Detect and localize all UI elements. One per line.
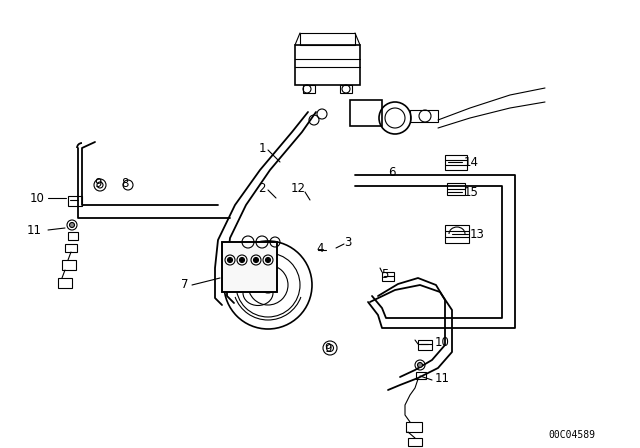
Text: 00C04589: 00C04589 (548, 430, 595, 440)
Bar (222, 242, 277, 292)
Bar (445, 155, 467, 170)
Bar (222, 242, 277, 292)
Bar (68, 196, 82, 206)
Text: 12: 12 (291, 181, 305, 194)
Bar (408, 438, 422, 446)
Circle shape (70, 223, 74, 228)
Text: 10: 10 (435, 336, 450, 349)
Circle shape (266, 258, 271, 263)
Text: 9: 9 (94, 177, 102, 190)
Text: 11: 11 (435, 371, 450, 384)
Circle shape (253, 258, 259, 263)
Text: 13: 13 (470, 228, 485, 241)
Bar (295, 45, 360, 85)
Bar (300, 33, 355, 45)
Text: 7: 7 (181, 279, 189, 292)
Circle shape (239, 258, 244, 263)
Text: 11: 11 (27, 224, 42, 237)
Text: 5: 5 (381, 268, 388, 281)
Text: 10: 10 (30, 191, 45, 204)
Circle shape (417, 362, 422, 367)
Bar (382, 272, 394, 281)
Text: 9: 9 (324, 341, 332, 354)
Text: 1: 1 (259, 142, 266, 155)
Bar (406, 422, 422, 432)
Bar (303, 85, 315, 93)
Bar (340, 85, 352, 93)
Text: 14: 14 (464, 155, 479, 168)
Text: 15: 15 (464, 185, 479, 198)
Bar (410, 110, 438, 122)
Bar (58, 278, 72, 288)
Bar (62, 260, 76, 270)
Bar (447, 183, 465, 195)
Bar (350, 100, 382, 126)
Bar (445, 225, 469, 243)
Bar (416, 372, 426, 379)
Text: 6: 6 (388, 165, 396, 178)
Bar (68, 232, 78, 240)
Text: 4: 4 (316, 241, 324, 254)
Text: 2: 2 (259, 181, 266, 194)
Bar (418, 340, 432, 350)
Text: 8: 8 (122, 177, 129, 190)
Bar (65, 244, 77, 252)
Circle shape (227, 258, 232, 263)
Text: 3: 3 (344, 236, 352, 249)
